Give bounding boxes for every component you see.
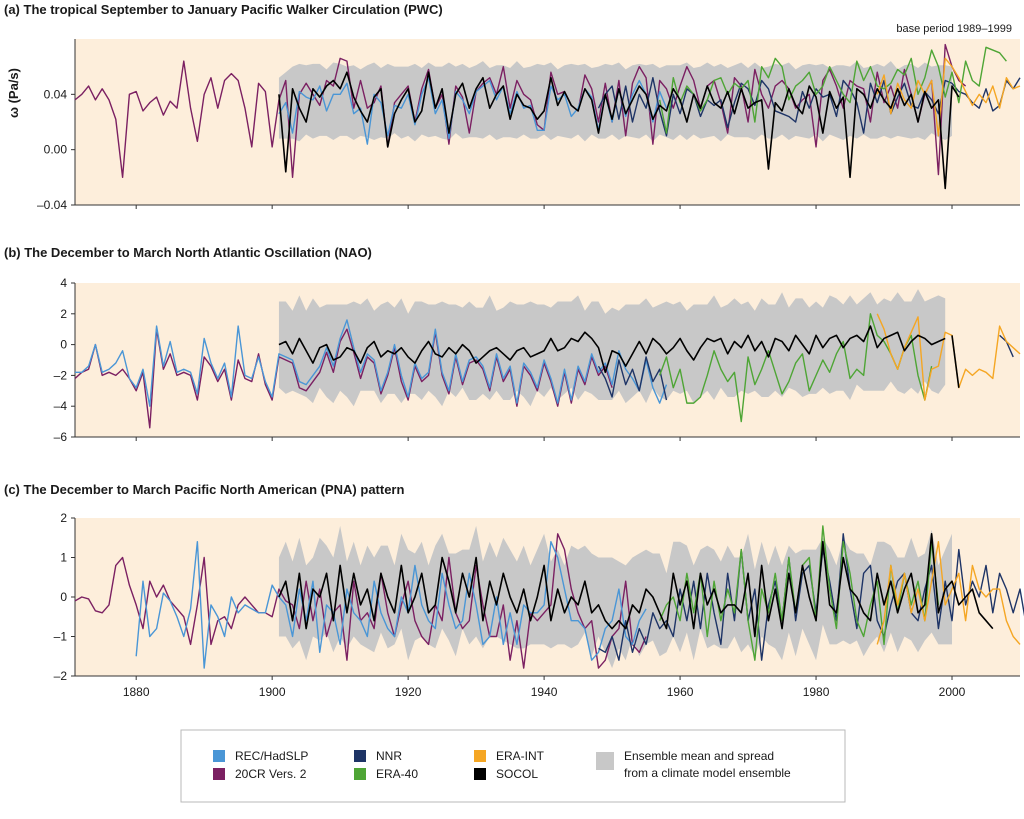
panel-c: (c) The December to March Pacific North … <box>4 482 1024 683</box>
legend-label-spread-line: from a climate model ensemble <box>624 766 791 780</box>
legend-swatch-20cr <box>213 768 225 780</box>
panel-b-ytick-label: –4 <box>54 399 68 413</box>
panel-b-series-eraint <box>876 313 1021 401</box>
legend-label-era40: ERA-40 <box>376 767 418 781</box>
panel-a: (a) The tropical September to January Pa… <box>4 2 1021 212</box>
panel-b-series-nnr <box>597 356 668 401</box>
panel-c-ytick-label: 2 <box>60 511 67 525</box>
legend-swatch-socol <box>474 768 486 780</box>
panel-b-series-socol <box>278 325 946 374</box>
panel-a-series-eraint <box>876 57 1021 137</box>
panel-c-marks: 2 1 0 –1 –2 <box>54 511 1024 683</box>
panel-b-ensemble-spread <box>278 289 946 407</box>
x-tick-label: 1880 <box>123 685 150 699</box>
panel-a-series-c20cr <box>74 43 967 179</box>
legend-label-nnr: NNR <box>376 749 402 763</box>
legend-swatch-rec <box>213 750 225 762</box>
x-tick-label: 1960 <box>667 685 694 699</box>
panel-b-ytick-label: –2 <box>54 368 68 382</box>
legend-swatch-era40 <box>354 768 366 780</box>
panel-c-series-eraint <box>876 541 1021 645</box>
legend-label-rec: REC/HadSLP <box>235 749 308 763</box>
legend-label-eraint: ERA-INT <box>496 749 545 763</box>
legend-box <box>180 729 846 803</box>
legend-label-spread: Ensemble mean and spread from a climate m… <box>624 749 791 780</box>
panel-a-note: base period 1989–1999 <box>896 23 1012 35</box>
panel-c-series-rec <box>135 541 647 669</box>
panel-b-ytick-label: 4 <box>60 276 67 290</box>
panel-a-ytick-label: –0.04 <box>37 198 67 212</box>
panel-b-series-socol <box>951 335 960 388</box>
panel-b-ytick-label: –6 <box>54 430 68 444</box>
panel-b-series-era40 <box>659 313 933 423</box>
panel-c-title: (c) The December to March Pacific North … <box>4 482 404 497</box>
panel-c-ensemble-spread <box>278 525 953 669</box>
x-axis: 1880 1900 1920 1940 1960 1980 2000 <box>123 685 966 699</box>
legend-swatch-spread <box>596 752 614 770</box>
panel-a-ylabel: ω (Pa/s) <box>6 68 21 118</box>
panel-b-title: (b) The December to March North Atlantic… <box>4 245 372 260</box>
panel-b: (b) The December to March North Atlantic… <box>4 245 1021 444</box>
legend-label-spread-line: Ensemble mean and spread <box>624 749 774 763</box>
panel-a-ytick-label: 0.04 <box>44 87 68 101</box>
x-tick-label: 1900 <box>259 685 286 699</box>
legend-swatch-eraint <box>474 750 486 762</box>
panel-c-series-socol <box>278 532 994 638</box>
legend: REC/HadSLP 20CR Vers. 2 NNR ERA-40 ERA-I… <box>180 729 846 803</box>
x-tick-label: 1980 <box>803 685 830 699</box>
panel-b-marks: 4 2 0 –2 –4 –6 <box>54 276 1021 444</box>
panel-c-ytick-label: 1 <box>60 551 67 565</box>
panel-a-series-era40 <box>658 46 1007 134</box>
panel-a-series-socol <box>278 71 960 190</box>
panel-c-ytick-label: 0 <box>60 590 67 604</box>
legend-label-socol: SOCOL <box>496 767 538 781</box>
x-tick-label: 1920 <box>395 685 422 699</box>
panel-b-series-rec <box>75 319 668 407</box>
x-tick-label: 2000 <box>939 685 966 699</box>
panel-c-ytick-label: –2 <box>54 669 68 683</box>
panel-c-ytick-label: –1 <box>54 630 68 644</box>
legend-swatch-nnr <box>354 750 366 762</box>
x-tick-label: 1940 <box>531 685 558 699</box>
legend-label-20cr: 20CR Vers. 2 <box>235 767 307 781</box>
panel-b-ytick-label: 2 <box>60 307 67 321</box>
panel-b-ytick-label: 0 <box>60 338 67 352</box>
panel-a-title: (a) The tropical September to January Pa… <box>4 2 443 17</box>
panel-a-marks: 0.04 0.00 –0.04 <box>37 39 1021 212</box>
panel-a-ytick-label: 0.00 <box>44 143 68 157</box>
